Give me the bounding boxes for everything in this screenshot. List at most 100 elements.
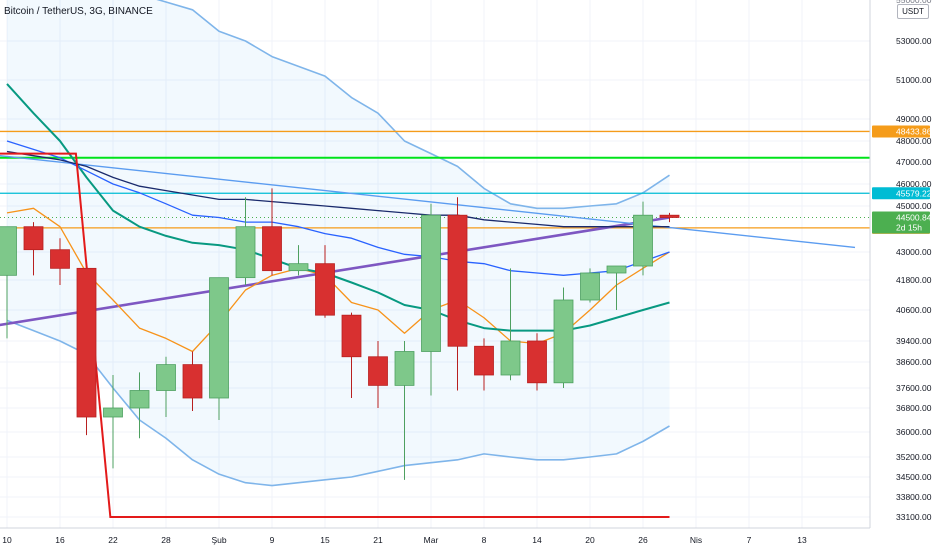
candle-body bbox=[553, 299, 574, 384]
candle-body bbox=[341, 314, 362, 358]
y-tick-label-partial: 55000.00 bbox=[896, 0, 932, 5]
candle bbox=[103, 375, 123, 469]
last-price-value: 44500.84 bbox=[896, 212, 932, 222]
candle-body bbox=[182, 364, 203, 399]
y-tick-label: 40600.00 bbox=[896, 305, 932, 315]
x-tick-label: 8 bbox=[482, 535, 487, 545]
moving-average-line bbox=[6, 140, 670, 276]
candle bbox=[527, 333, 547, 391]
candle-body bbox=[156, 364, 176, 391]
candle bbox=[76, 267, 97, 436]
candle bbox=[421, 203, 441, 396]
y-tick-label: 46000.00 bbox=[896, 179, 932, 189]
candle-body bbox=[50, 249, 70, 269]
y-tick-label: 34500.00 bbox=[896, 472, 932, 482]
candle-body bbox=[500, 340, 521, 376]
candle bbox=[394, 341, 415, 480]
x-tick-label: 22 bbox=[108, 535, 118, 545]
candle bbox=[288, 245, 309, 276]
price-axis-background bbox=[870, 0, 932, 550]
y-tick-label: 33800.00 bbox=[896, 492, 932, 502]
candle bbox=[0, 226, 17, 339]
y-tick-label: 43000.00 bbox=[896, 247, 932, 257]
candle bbox=[50, 238, 70, 285]
candle-body bbox=[129, 390, 150, 409]
candle bbox=[341, 312, 362, 398]
x-tick-label: Nis bbox=[690, 535, 702, 545]
candle bbox=[129, 372, 150, 439]
level-price-label-bg bbox=[872, 125, 930, 138]
level-price-label: 48433.86 bbox=[896, 126, 932, 136]
x-tick-label: 14 bbox=[532, 535, 542, 545]
candle bbox=[633, 201, 653, 276]
y-tick-label: 36000.00 bbox=[896, 427, 932, 437]
candle-body bbox=[474, 345, 494, 376]
x-tick-label: 15 bbox=[320, 535, 330, 545]
candle-body bbox=[76, 267, 97, 418]
candle-body bbox=[0, 226, 17, 276]
candle bbox=[315, 245, 335, 318]
candle-body bbox=[580, 272, 600, 301]
candle bbox=[368, 341, 388, 408]
candle bbox=[209, 277, 229, 420]
candle-body bbox=[527, 340, 547, 384]
bollinger-upper-line bbox=[156, 0, 670, 210]
chart-title: Bitcoin / TetherUS, 3G, BINANCE bbox=[4, 6, 153, 17]
time-axis-background bbox=[0, 528, 870, 550]
y-tick-label: 37600.00 bbox=[896, 383, 932, 393]
candle bbox=[474, 338, 494, 391]
candle bbox=[447, 197, 468, 391]
candle bbox=[156, 356, 176, 417]
y-tick-label: 47000.00 bbox=[896, 157, 932, 167]
x-tick-label: Şub bbox=[211, 535, 226, 545]
x-tick-label: Mar bbox=[424, 535, 439, 545]
candle-body bbox=[103, 407, 123, 418]
candle bbox=[235, 197, 256, 285]
x-tick-label: 7 bbox=[747, 535, 752, 545]
candle-body bbox=[633, 214, 653, 267]
x-tick-label: 13 bbox=[797, 535, 807, 545]
candle-body bbox=[262, 226, 282, 272]
x-tick-label: 10 bbox=[2, 535, 12, 545]
candle-body bbox=[23, 226, 44, 251]
last-price-tag-bg bbox=[872, 211, 930, 234]
candle-body bbox=[421, 214, 441, 352]
candle bbox=[262, 188, 282, 276]
level-price-label: 45579.22 bbox=[896, 188, 932, 198]
y-tick-label: 48000.00 bbox=[896, 136, 932, 146]
moving-average-line bbox=[6, 150, 670, 228]
candle-body bbox=[447, 214, 468, 347]
plot-area bbox=[0, 0, 870, 528]
y-tick-label: 51000.00 bbox=[896, 75, 932, 85]
x-tick-label: 28 bbox=[161, 535, 171, 545]
y-tick-label: 45000.00 bbox=[896, 201, 932, 211]
y-tick-label: 33100.00 bbox=[896, 512, 932, 522]
currency-unit-button[interactable]: USDT bbox=[897, 4, 929, 19]
candle bbox=[182, 351, 203, 411]
y-tick-label: 38600.00 bbox=[896, 357, 932, 367]
y-tick-label: 39400.00 bbox=[896, 336, 932, 346]
candle-body bbox=[606, 265, 627, 274]
y-tick-label: 36800.00 bbox=[896, 403, 932, 413]
x-tick-label: 26 bbox=[638, 535, 648, 545]
x-tick-label: 16 bbox=[55, 535, 65, 545]
y-tick-label: 49000.00 bbox=[896, 114, 932, 124]
candle bbox=[580, 268, 600, 303]
x-tick-label: 21 bbox=[373, 535, 383, 545]
y-tick-label: 53000.00 bbox=[896, 36, 932, 46]
candle-body bbox=[315, 263, 335, 316]
bollinger-lower-line bbox=[6, 319, 670, 487]
candle-body bbox=[235, 226, 256, 279]
last-price-countdown: 2d 15h bbox=[896, 222, 922, 232]
candle-body bbox=[209, 277, 229, 399]
candle-body bbox=[659, 214, 680, 218]
candle bbox=[606, 265, 627, 310]
candle bbox=[553, 287, 574, 388]
candle-body bbox=[394, 351, 415, 386]
x-tick-label: 20 bbox=[585, 535, 595, 545]
candle-body bbox=[368, 356, 388, 386]
y-tick-label: 35200.00 bbox=[896, 452, 932, 462]
level-price-label-bg bbox=[872, 187, 930, 200]
x-tick-label: 9 bbox=[270, 535, 275, 545]
